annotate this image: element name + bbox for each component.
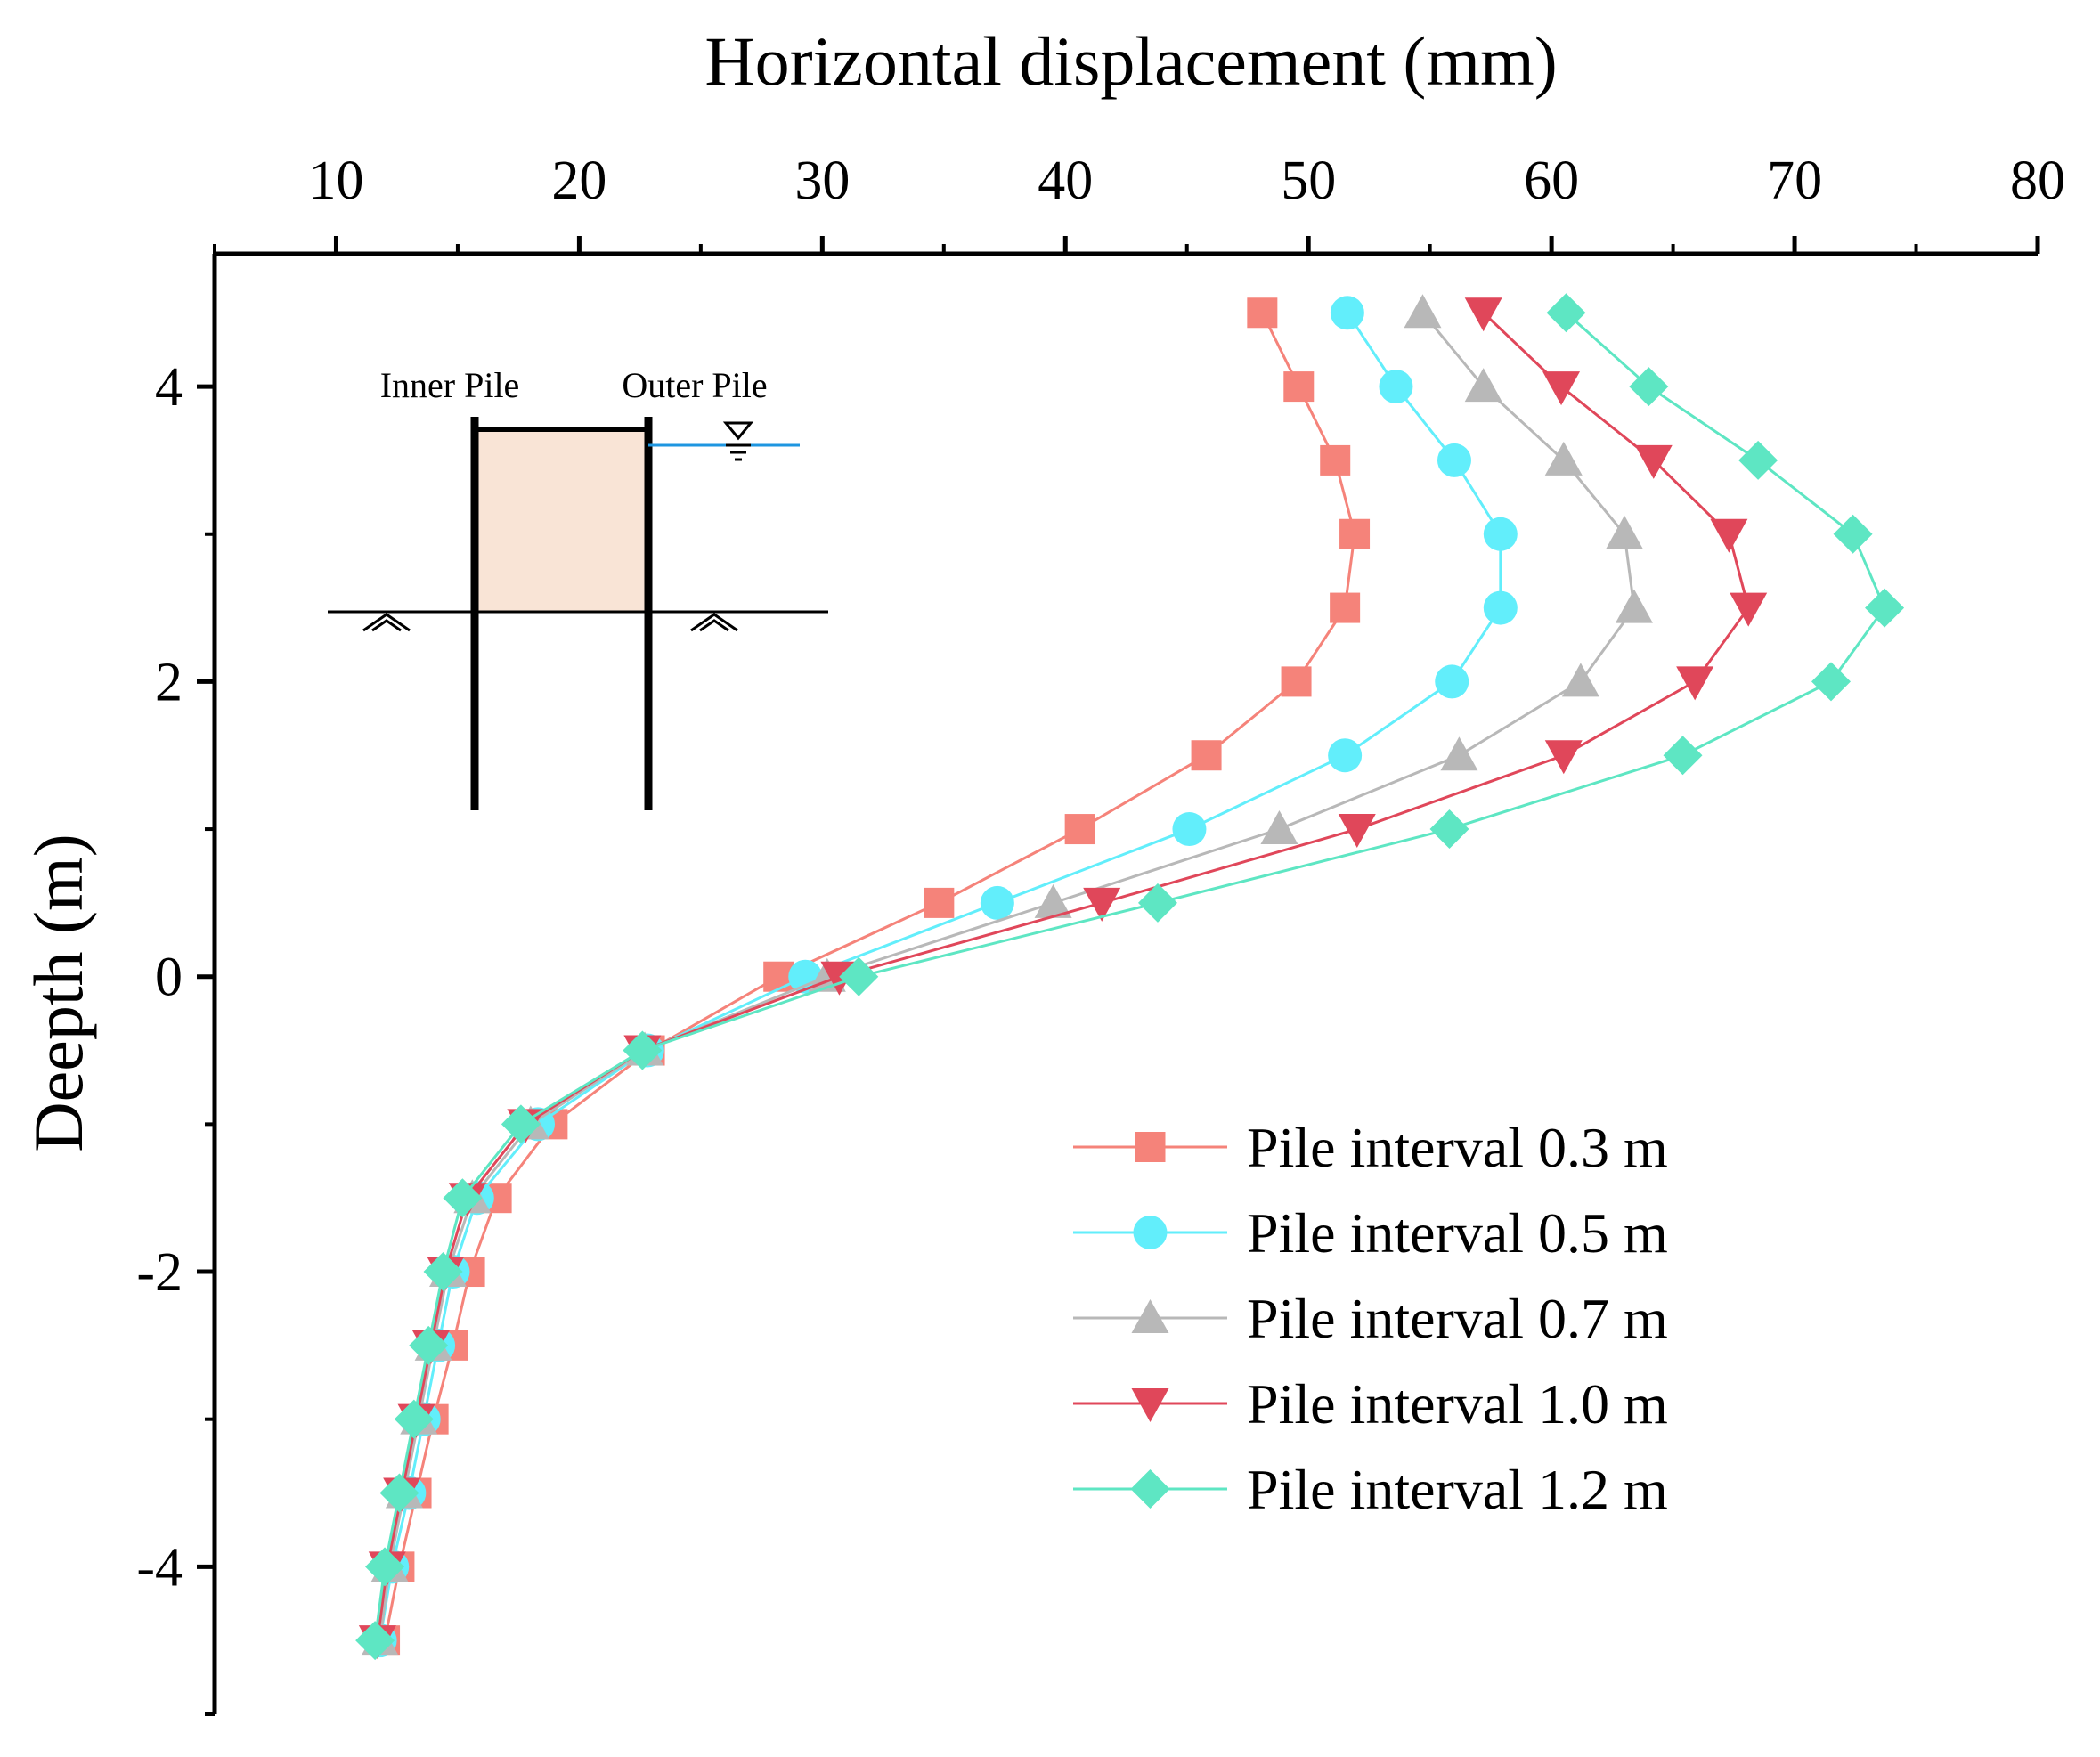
data-point	[1483, 517, 1518, 551]
x-tick-label: 30	[794, 150, 850, 211]
data-point	[1281, 666, 1312, 697]
data-point	[1379, 370, 1413, 404]
data-point	[365, 1547, 405, 1587]
legend-label: Pile interval 1.0 m	[1247, 1372, 1668, 1436]
legend-item: Pile interval 1.2 m	[1073, 1458, 1668, 1521]
data-point	[1260, 810, 1298, 845]
legend-item: Pile interval 0.3 m	[1073, 1116, 1668, 1179]
data-point	[379, 1473, 419, 1513]
data-point	[443, 1178, 483, 1218]
data-point	[1542, 371, 1581, 406]
y-tick-label: 4	[155, 357, 183, 418]
legend-marker	[1133, 1216, 1168, 1249]
legend: Pile interval 0.3 m Pile interval 0.5 m Pi…	[1073, 1116, 1668, 1521]
x-tick-label: 50	[1281, 150, 1336, 211]
legend-marker	[1135, 1132, 1166, 1162]
data-point	[1437, 443, 1471, 477]
series-5	[355, 293, 1905, 1661]
data-point	[1730, 592, 1768, 627]
data-point	[1865, 588, 1905, 628]
data-point	[1440, 736, 1478, 771]
inset-inner-pile-label: Inner Pile	[380, 365, 520, 405]
data-point	[1811, 662, 1852, 702]
x-tick-label: 80	[2010, 150, 2065, 211]
data-point	[1833, 514, 1873, 554]
data-point	[1676, 666, 1714, 701]
data-point	[1338, 814, 1376, 849]
x-tick-label: 10	[308, 150, 363, 211]
legend-label: Pile interval 0.5 m	[1247, 1201, 1668, 1265]
data-point	[355, 1621, 395, 1661]
legend-item: Pile interval 0.5 m	[1073, 1201, 1668, 1265]
ground-hatch-right-icon	[690, 613, 738, 632]
data-point	[1629, 367, 1669, 407]
data-point	[1429, 809, 1469, 850]
legend-label: Pile interval 1.2 m	[1247, 1458, 1668, 1521]
data-point	[501, 1104, 541, 1144]
data-point	[1544, 441, 1583, 476]
data-point	[1330, 592, 1361, 623]
data-point	[409, 1325, 449, 1365]
data-point	[1247, 297, 1278, 329]
plot-series-group	[355, 293, 1905, 1661]
data-point	[1034, 883, 1072, 918]
data-point	[1483, 590, 1518, 625]
y-axis-title: Deepth (m)	[20, 834, 97, 1151]
legend-marker	[1131, 1299, 1169, 1333]
data-point	[394, 1399, 434, 1439]
y-tick-label: 2	[155, 652, 183, 712]
data-point	[1634, 444, 1673, 479]
data-point	[423, 1252, 463, 1292]
legend-marker	[1131, 1388, 1169, 1422]
data-point	[1172, 812, 1207, 847]
x-axis-title: Horizontal displacement (mm)	[704, 22, 1557, 100]
legend-marker	[1130, 1469, 1170, 1509]
data-point	[1339, 518, 1371, 549]
data-point	[1738, 440, 1778, 480]
data-point	[1663, 736, 1703, 776]
data-point	[1464, 297, 1502, 332]
data-point	[1464, 368, 1502, 403]
data-point	[1710, 518, 1748, 553]
data-point	[1546, 293, 1586, 333]
legend-item: Pile interval 0.7 m	[1073, 1287, 1668, 1350]
data-point	[1083, 887, 1121, 922]
legend-label: Pile interval 0.3 m	[1247, 1116, 1668, 1179]
x-tick-label: 60	[1524, 150, 1579, 211]
data-point	[1328, 738, 1363, 773]
legend-label: Pile interval 0.7 m	[1247, 1287, 1668, 1350]
data-point	[924, 887, 955, 918]
data-point	[1435, 664, 1469, 699]
x-tick-label: 70	[1767, 150, 1822, 211]
inset-soil-fill	[475, 429, 648, 612]
data-point	[1330, 296, 1364, 330]
y-tick-label: 0	[155, 948, 183, 1008]
y-tick-label: -4	[136, 1537, 183, 1598]
y-tick-label: -2	[136, 1242, 183, 1303]
data-point	[623, 1030, 663, 1070]
data-point	[1561, 663, 1599, 697]
inset-outer-pile-label: Outer Pile	[622, 365, 767, 405]
data-point	[1615, 589, 1653, 623]
data-point	[1544, 740, 1583, 775]
inset-schematic: Inner Pile Outer Pile	[328, 365, 828, 810]
x-tick-label: 20	[551, 150, 606, 211]
ground-hatch-left-icon	[362, 613, 411, 632]
data-point	[1137, 883, 1177, 923]
data-point	[1064, 814, 1095, 845]
data-point	[1606, 515, 1644, 549]
water-level-icon	[722, 421, 754, 461]
legend-item: Pile interval 1.0 m	[1073, 1372, 1668, 1436]
data-point	[1191, 740, 1222, 771]
data-point	[1283, 371, 1315, 403]
x-tick-label: 40	[1038, 150, 1093, 211]
data-point	[1320, 444, 1351, 476]
data-point	[839, 956, 879, 996]
data-point	[980, 885, 1014, 920]
data-point	[1404, 294, 1442, 329]
